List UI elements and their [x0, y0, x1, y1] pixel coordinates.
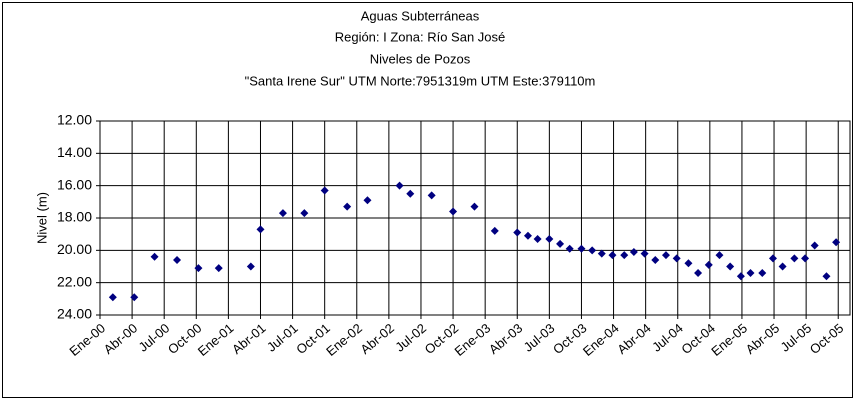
data-point	[545, 235, 554, 244]
data-point	[801, 254, 810, 263]
data-point	[449, 207, 458, 216]
y-tick-label: 22.00	[57, 273, 92, 289]
data-point	[395, 181, 404, 190]
data-point	[832, 238, 841, 247]
plot-border	[99, 120, 851, 316]
data-point	[130, 293, 139, 302]
data-point	[810, 241, 819, 250]
data-point	[704, 260, 713, 269]
data-point	[150, 252, 159, 261]
data-point	[194, 264, 203, 273]
data-point	[778, 262, 787, 271]
chart-title: "Santa Irene Sur" UTM Norte:7951319m UTM…	[245, 73, 596, 88]
data-point	[513, 228, 522, 237]
data-point	[620, 251, 629, 260]
data-point	[533, 235, 542, 244]
y-axis-label: Nivel (m)	[34, 192, 49, 244]
data-point	[746, 268, 755, 277]
data-point	[556, 239, 565, 248]
data-point	[363, 196, 372, 205]
chart-title: Región: I Zona: Río San José	[335, 29, 506, 44]
data-point	[173, 256, 182, 265]
chart-title: Niveles de Pozos	[370, 51, 471, 66]
data-point	[320, 186, 329, 195]
data-point	[108, 293, 117, 302]
data-point	[651, 256, 660, 265]
data-point	[736, 272, 745, 281]
y-tick-label: 18.00	[57, 209, 92, 225]
data-point	[406, 189, 415, 198]
data-point	[597, 249, 606, 258]
data-point	[427, 191, 436, 200]
y-tick-label: 24.00	[57, 306, 92, 322]
data-point	[684, 259, 693, 268]
data-point	[577, 244, 586, 253]
data-point	[300, 209, 309, 218]
data-point	[256, 225, 265, 234]
data-point	[343, 202, 352, 211]
data-point	[758, 268, 767, 277]
data-point	[588, 246, 597, 255]
data-point	[278, 209, 287, 218]
data-point	[640, 249, 649, 258]
data-point	[608, 251, 617, 260]
data-point	[822, 272, 831, 281]
data-point	[790, 254, 799, 263]
chart-title: Aguas Subterráneas	[361, 8, 480, 23]
data-point	[490, 226, 499, 235]
data-point	[470, 202, 479, 211]
data-point	[565, 244, 574, 253]
data-point	[768, 254, 777, 263]
y-tick-label: 20.00	[57, 241, 92, 257]
y-tick-label: 16.00	[57, 176, 92, 192]
y-tick-label: 14.00	[57, 144, 92, 160]
data-point	[246, 262, 255, 271]
data-point	[214, 264, 223, 273]
data-point	[672, 254, 681, 263]
data-point	[726, 262, 735, 271]
data-point	[523, 231, 532, 240]
y-tick-label: 12.00	[57, 112, 92, 128]
data-point	[715, 251, 724, 260]
data-point	[661, 251, 670, 260]
data-point	[629, 247, 638, 256]
data-point	[694, 268, 703, 277]
